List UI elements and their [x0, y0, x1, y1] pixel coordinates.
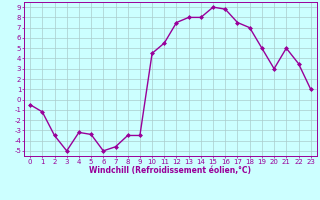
- X-axis label: Windchill (Refroidissement éolien,°C): Windchill (Refroidissement éolien,°C): [89, 166, 252, 175]
